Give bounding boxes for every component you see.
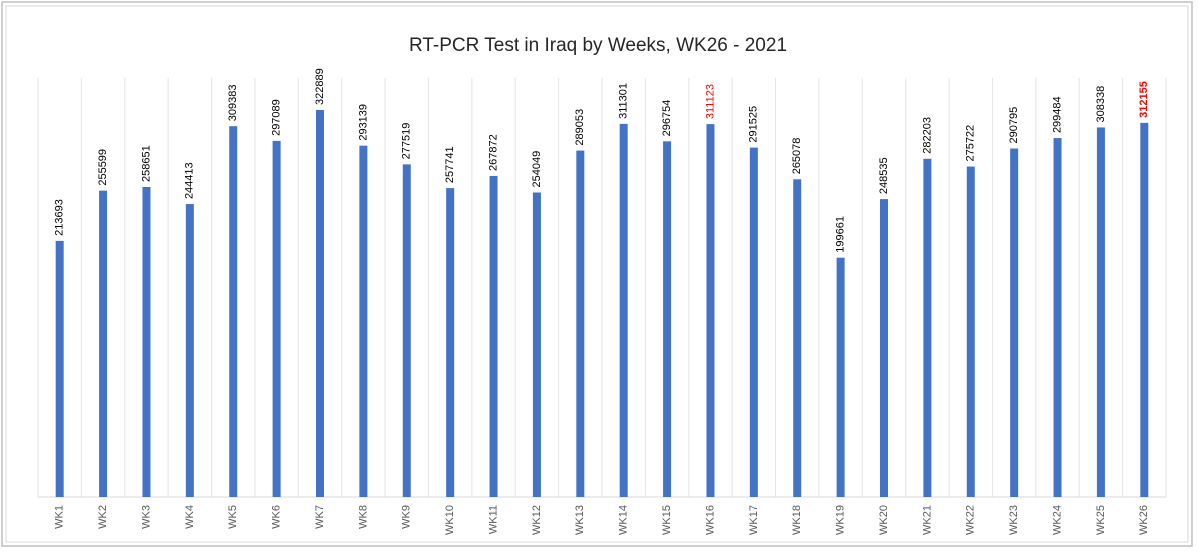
value-label: 293139 [357, 104, 369, 141]
x-tick-label: WK16 [704, 505, 716, 535]
value-label: 290795 [1008, 107, 1020, 144]
x-tick-label: WK17 [748, 505, 760, 535]
value-label: 248535 [878, 157, 890, 194]
chart-title: RT-PCR Test in Iraq by Weeks, WK26 - 202… [409, 35, 787, 56]
x-tick-label: WK18 [791, 505, 803, 535]
value-label: 257741 [444, 146, 456, 183]
x-tick-label: WK8 [357, 505, 369, 529]
value-label: 291525 [748, 106, 760, 143]
x-tick-label: WK22 [965, 505, 977, 535]
x-tick-label: WK3 [140, 505, 152, 529]
x-tick-label: WK20 [878, 505, 890, 535]
bar [836, 257, 845, 497]
bar [185, 204, 194, 498]
x-tick-label: WK10 [444, 505, 456, 535]
value-label: 309383 [227, 84, 239, 121]
bar [359, 145, 368, 498]
x-tick-label: WK5 [227, 505, 239, 529]
x-tick-label: WK14 [618, 505, 630, 535]
bar [619, 123, 628, 497]
x-tick-label: WK24 [1051, 505, 1063, 535]
bar [749, 147, 758, 497]
value-label: 258651 [140, 145, 152, 182]
bar [55, 240, 64, 498]
bar [1053, 138, 1062, 497]
bar [966, 166, 975, 497]
value-label: 213693 [54, 199, 66, 236]
value-label: 275722 [965, 125, 977, 162]
bar [489, 175, 498, 497]
x-tick-label: WK19 [835, 505, 847, 535]
x-tick-label: WK25 [1095, 505, 1107, 535]
value-label: 312155 [1138, 81, 1150, 118]
x-tick-label: WK6 [271, 505, 283, 529]
bar [142, 186, 151, 497]
x-tick-label: WK15 [661, 505, 673, 535]
bar [793, 179, 802, 498]
x-tick-label: WK9 [401, 505, 413, 529]
value-label: 299484 [1051, 96, 1063, 133]
x-tick-label: WK11 [487, 505, 499, 534]
chart-inner-frame [5, 5, 1189, 543]
value-label: 311301 [618, 83, 630, 119]
value-label: 265078 [791, 138, 803, 175]
bar [1096, 127, 1105, 498]
value-label: 267872 [487, 134, 499, 171]
value-label: 311123 [704, 84, 716, 119]
value-label: 244413 [184, 162, 196, 199]
bar [316, 110, 324, 497]
x-tick-label: WK12 [531, 505, 543, 535]
bar [1140, 122, 1149, 497]
bar [1010, 148, 1019, 497]
value-label: 297089 [271, 99, 283, 136]
bar [532, 192, 541, 497]
x-tick-label: WK13 [574, 505, 586, 535]
bar [272, 140, 281, 497]
bar [402, 164, 411, 497]
x-tick-label: WK4 [184, 505, 196, 529]
value-label: 255599 [97, 149, 109, 186]
value-label: 282203 [921, 117, 933, 154]
value-label: 289053 [574, 109, 586, 146]
bar [229, 126, 238, 497]
bar [663, 141, 672, 497]
x-tick-label: WK21 [921, 505, 933, 535]
value-label: 199661 [835, 216, 847, 253]
bar [446, 188, 455, 497]
x-tick-label: WK7 [314, 505, 326, 529]
x-tick-label: WK2 [97, 505, 109, 529]
x-tick-label: WK1 [54, 505, 66, 529]
value-label: 277519 [401, 123, 413, 160]
value-label: 322889 [314, 68, 326, 105]
value-label: 308338 [1095, 86, 1107, 123]
bar [880, 199, 888, 497]
value-label: 296754 [661, 100, 673, 137]
bar [576, 150, 585, 497]
x-tick-label: WK23 [1008, 505, 1020, 535]
bar [923, 158, 932, 497]
value-label: 254049 [531, 151, 543, 188]
bar [706, 124, 715, 498]
bar [99, 190, 108, 497]
x-tick-label: WK26 [1138, 505, 1150, 535]
